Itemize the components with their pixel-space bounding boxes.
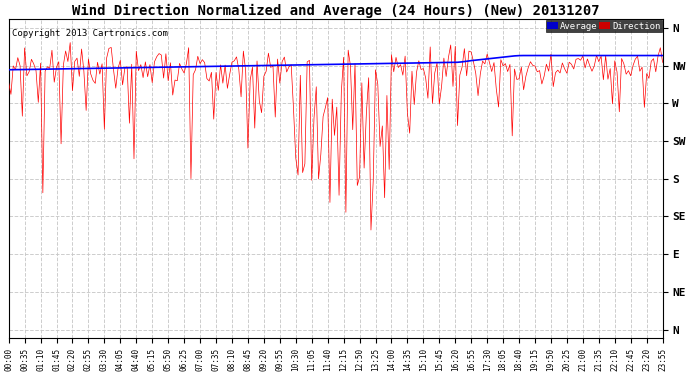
Text: Copyright 2013 Cartronics.com: Copyright 2013 Cartronics.com — [12, 29, 168, 38]
Legend: Average, Direction: Average, Direction — [546, 20, 662, 32]
Title: Wind Direction Normalized and Average (24 Hours) (New) 20131207: Wind Direction Normalized and Average (2… — [72, 4, 600, 18]
